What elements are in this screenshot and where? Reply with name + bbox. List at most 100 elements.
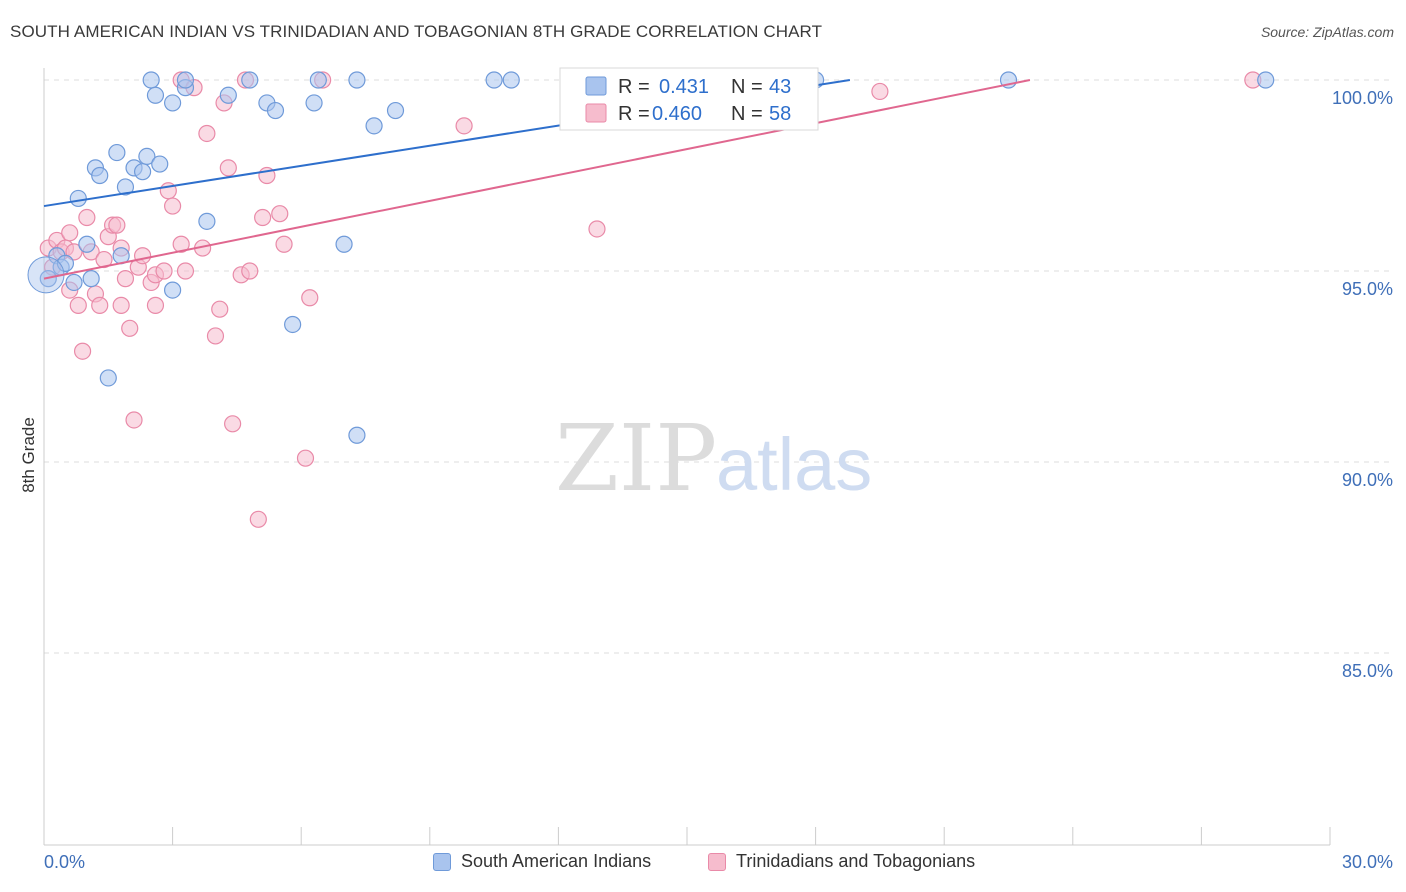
point-south-american-21	[164, 281, 182, 299]
legend-label-south-american: South American Indians	[461, 851, 652, 871]
trend-line-trinidadian	[43, 79, 1031, 280]
point-trinidadian-7	[65, 243, 83, 261]
point-south-american-13	[116, 178, 135, 196]
point-trinidadian-31	[172, 235, 190, 253]
x-tick-label-max: 30.0%	[1342, 852, 1393, 872]
point-trinidadian-55	[588, 220, 606, 238]
point-trinidadian-6	[61, 224, 79, 242]
point-south-american-4	[65, 273, 83, 292]
legend-swatch-pink	[585, 103, 607, 123]
legend-n-value-1: 43	[769, 76, 791, 98]
point-trinidadian-50	[296, 449, 315, 467]
legend-swatch-blue	[585, 76, 607, 96]
point-south-american-35	[365, 117, 383, 135]
legend-r-label-1: R =	[618, 76, 650, 98]
legend-swatch-trinidadians	[708, 852, 726, 871]
point-trinidadian-9	[73, 342, 92, 360]
point-south-american-7	[82, 270, 100, 288]
point-trinidadian-48	[271, 205, 289, 223]
point-south-american-36	[386, 101, 405, 120]
legend-item-trinidadians: Trinidadians and Tobagonians	[708, 851, 975, 872]
point-south-american-34	[348, 71, 366, 89]
point-trinidadian-10	[78, 208, 96, 227]
point-south-american-30	[305, 94, 323, 112]
point-trinidadian-49	[275, 235, 293, 253]
y-tick-label-90: 90.0%	[1342, 470, 1393, 490]
series-south-american-points	[27, 71, 1275, 444]
series-legend: South American Indians Trinidadians and …	[0, 851, 1406, 879]
watermark-atlas: atlas	[716, 423, 872, 506]
point-trinidadian-37	[206, 327, 225, 345]
point-south-american-38	[502, 71, 520, 89]
point-trinidadian-51	[301, 289, 319, 307]
point-trinidadian-40	[219, 159, 237, 177]
legend-r-value-1: 0.431	[659, 76, 709, 98]
legend-n-value-2: 58	[769, 103, 791, 125]
point-trinidadian-45	[249, 510, 267, 528]
point-trinidadian-38	[211, 300, 229, 318]
point-trinidadian-24	[133, 247, 152, 265]
point-south-american-19	[151, 155, 169, 173]
y-tick-label-95: 95.0%	[1342, 279, 1393, 299]
point-trinidadian-28	[155, 262, 173, 280]
legend-r-label-2: R =	[618, 103, 650, 125]
point-trinidadian-19	[112, 296, 130, 314]
grid-lines	[44, 79, 1392, 654]
point-trinidadian-22	[125, 411, 143, 429]
point-trinidadian-36	[198, 124, 216, 143]
point-south-american-16	[138, 147, 156, 165]
point-south-american-33	[348, 426, 366, 444]
y-tick-label-100: 100.0%	[1332, 88, 1393, 108]
point-south-american-6	[78, 235, 96, 253]
point-south-american-31	[309, 71, 327, 89]
point-trinidadian-17	[108, 216, 126, 234]
point-south-american-10	[99, 369, 117, 387]
point-south-american-20	[164, 94, 182, 112]
point-trinidadian-46	[254, 208, 272, 227]
y-tick-labels: 85.0% 90.0% 95.0% 100.0%	[1332, 88, 1393, 681]
point-trinidadian-20	[116, 270, 135, 288]
point-south-american-32	[335, 235, 353, 253]
legend-n-label-2: N =	[731, 103, 763, 125]
point-south-american-28	[266, 101, 285, 120]
point-trinidadian-13	[91, 296, 109, 314]
trend-lines	[43, 79, 1031, 280]
point-trinidadian-53	[455, 117, 473, 135]
point-south-american-26	[241, 71, 259, 89]
stats-legend: R = 0.431 N = 43 R = 0.460 N = 58	[559, 67, 819, 131]
point-trinidadian-44	[241, 262, 259, 280]
y-axis-title: 8th Grade	[19, 417, 38, 493]
watermark-zip: ZIP	[555, 405, 717, 512]
legend-swatch-south-american	[433, 852, 451, 871]
point-south-american-42	[1257, 71, 1275, 89]
point-south-american-17	[142, 71, 160, 89]
legend-item-south-american: South American Indians	[433, 851, 651, 872]
point-trinidadian-8	[69, 296, 87, 314]
chart-title: SOUTH AMERICAN INDIAN VS TRINIDADIAN AND…	[10, 22, 823, 41]
point-south-american-5	[69, 189, 87, 208]
point-south-american-18	[146, 86, 165, 104]
point-trinidadian-41	[224, 415, 242, 433]
point-trinidadian-21	[121, 319, 139, 337]
point-south-american-37	[485, 71, 503, 89]
point-south-american-24	[198, 212, 216, 230]
point-trinidadian-30	[164, 197, 182, 215]
point-south-american-29	[284, 315, 302, 334]
x-tick-label-min: 0.0%	[44, 852, 85, 872]
point-trinidadian-56	[871, 82, 889, 101]
chart-source: Source: ZipAtlas.com	[1260, 24, 1394, 40]
legend-label-trinidadians: Trinidadians and Tobagonians	[736, 851, 976, 871]
legend-n-label-1: N =	[731, 76, 763, 98]
point-trinidadian-26	[146, 296, 165, 314]
watermark: ZIP atlas	[555, 405, 872, 512]
point-south-american-23	[176, 71, 195, 89]
point-south-american-15	[133, 163, 152, 181]
axes	[43, 68, 1331, 846]
point-south-american-11	[108, 143, 126, 162]
point-south-american-25	[219, 86, 237, 104]
y-tick-label-85: 85.0%	[1342, 661, 1393, 681]
point-south-american-9	[91, 166, 109, 185]
legend-r-value-2: 0.460	[652, 103, 702, 125]
point-south-american-3	[56, 254, 75, 272]
